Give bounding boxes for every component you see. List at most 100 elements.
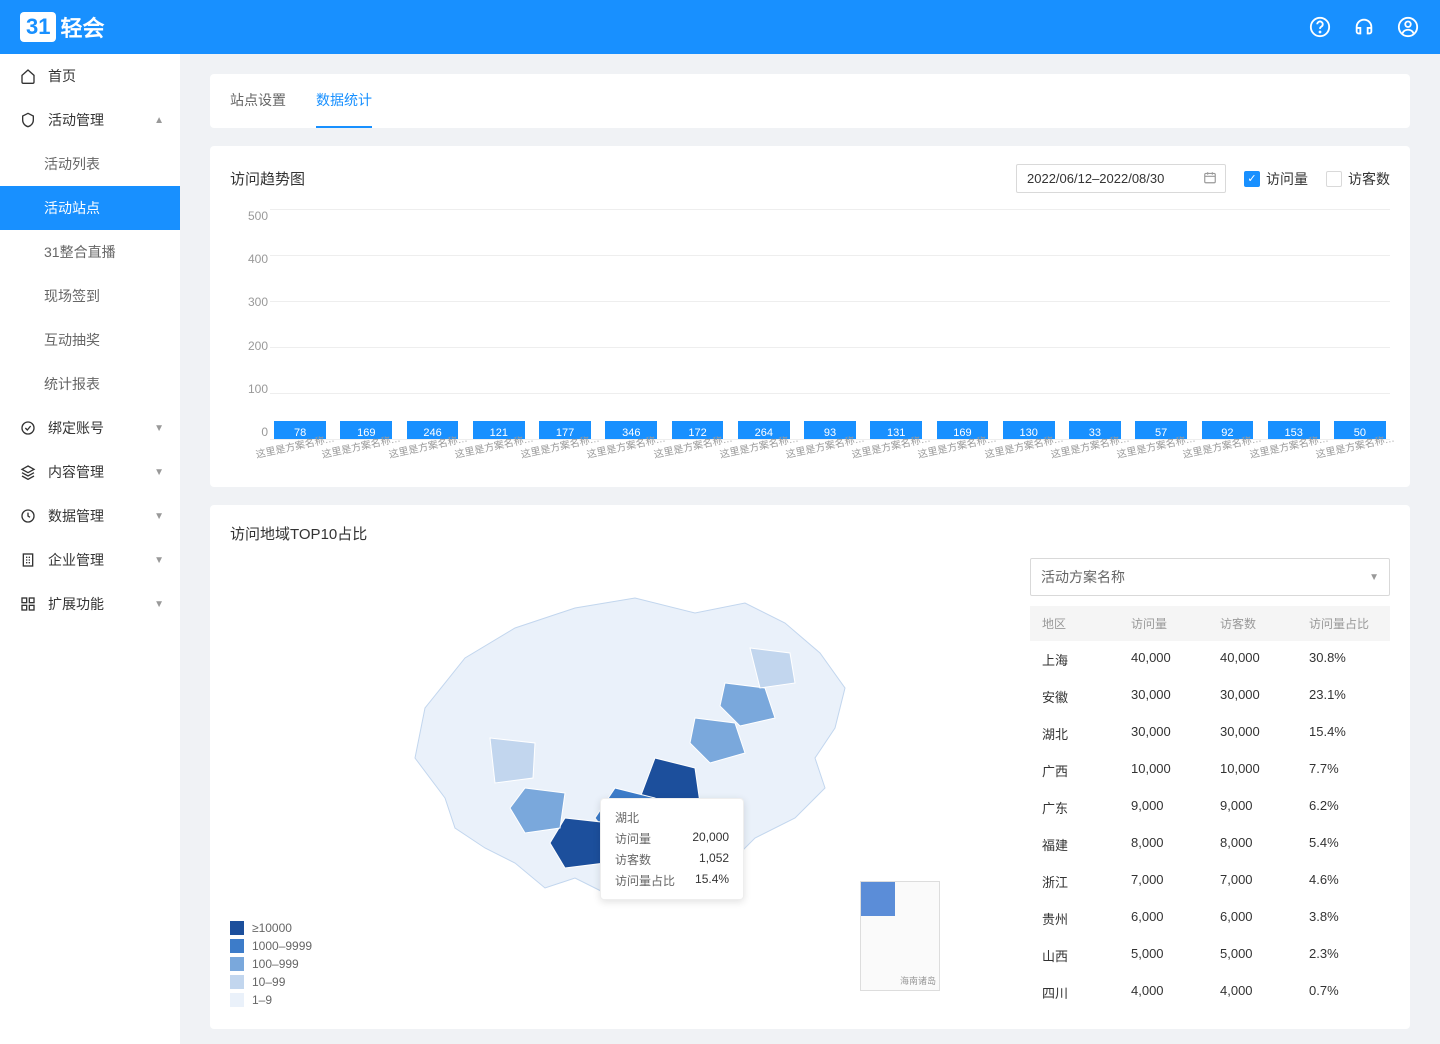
sidebar-item-企业管理[interactable]: 企业管理▼ (0, 538, 180, 582)
table-cell: 安徽 (1030, 678, 1123, 715)
sidebar-item-活动站点[interactable]: 活动站点 (0, 186, 180, 230)
bar[interactable]: 33这里是方案名称… (1065, 421, 1125, 439)
table-row[interactable]: 贵州6,0006,0003.8% (1030, 900, 1390, 937)
table-cell: 30,000 (1212, 678, 1301, 715)
checkbox-visitors-box (1326, 171, 1342, 187)
checkbox-visits[interactable]: ✓ 访问量 (1244, 169, 1308, 189)
bar[interactable]: 130这里是方案名称… (999, 421, 1059, 439)
table-row[interactable]: 四川4,0004,0000.7% (1030, 974, 1390, 1011)
table-cell: 30,000 (1123, 678, 1212, 715)
shield-icon (20, 112, 36, 128)
sidebar-item-互动抽奖[interactable]: 互动抽奖 (0, 318, 180, 362)
table-cell: 5,000 (1212, 937, 1301, 974)
tooltip-value: 15.4% (695, 872, 729, 889)
sidebar-item-绑定账号[interactable]: 绑定账号▼ (0, 406, 180, 450)
bar[interactable]: 346这里是方案名称… (601, 421, 661, 439)
date-range-input[interactable]: 2022/06/12–2022/08/30 (1016, 164, 1226, 193)
inset-label: 海南诸岛 (900, 974, 936, 987)
map-legend: ≥100001000–9999100–99910–991–9 (230, 917, 312, 1011)
table-cell: 7,000 (1212, 863, 1301, 900)
legend-label: 1000–9999 (252, 939, 312, 953)
tab-数据统计[interactable]: 数据统计 (316, 74, 372, 128)
table-cell: 广东 (1030, 789, 1123, 826)
calendar-icon (1203, 170, 1217, 187)
building-icon (20, 552, 36, 568)
table-row[interactable]: 安徽30,00030,00023.1% (1030, 678, 1390, 715)
sidebar-item-数据管理[interactable]: 数据管理▼ (0, 494, 180, 538)
bar[interactable]: 121这里是方案名称… (469, 421, 529, 439)
table-cell: 10,000 (1212, 752, 1301, 789)
y-tick: 100 (230, 382, 268, 396)
table-row[interactable]: 福建8,0008,0005.4% (1030, 826, 1390, 863)
chevron-down-icon: ▼ (154, 555, 164, 566)
clock-icon (20, 508, 36, 524)
sidebar-item-label: 31整合直播 (44, 242, 116, 262)
header-icons (1308, 15, 1420, 39)
y-tick: 0 (230, 425, 268, 439)
table-cell: 10,000 (1123, 752, 1212, 789)
sidebar-item-扩展功能[interactable]: 扩展功能▼ (0, 582, 180, 626)
chevron-down-icon: ▼ (154, 423, 164, 434)
sidebar-item-label: 统计报表 (44, 374, 100, 394)
bar[interactable]: 169这里是方案名称… (336, 421, 396, 439)
tab-站点设置[interactable]: 站点设置 (230, 74, 286, 128)
bar[interactable]: 93这里是方案名称… (800, 421, 860, 439)
table-body: 上海40,00040,00030.8%安徽30,00030,00023.1%湖北… (1030, 641, 1390, 1011)
support-icon[interactable] (1352, 15, 1376, 39)
bar[interactable]: 246这里是方案名称… (402, 421, 462, 439)
tooltip-row: 访客数1,052 (615, 851, 729, 868)
table-row[interactable]: 上海40,00040,00030.8% (1030, 641, 1390, 678)
table-cell: 5,000 (1123, 937, 1212, 974)
tooltip-value: 1,052 (699, 851, 729, 868)
sidebar-item-首页[interactable]: 首页 (0, 54, 180, 98)
tooltip-row: 访问量占比 15.4% (615, 872, 729, 889)
bar[interactable]: 153这里是方案名称… (1264, 421, 1324, 439)
bar[interactable]: 57这里是方案名称… (1131, 421, 1191, 439)
table-cell: 7.7% (1301, 752, 1390, 789)
logo-text: 轻会 (60, 11, 104, 43)
sidebar-item-统计报表[interactable]: 统计报表 (0, 362, 180, 406)
region-title: 访问地域TOP10占比 (230, 523, 1390, 544)
table-row[interactable]: 山西5,0005,0002.3% (1030, 937, 1390, 974)
sidebar-item-label: 首页 (48, 66, 76, 86)
bar[interactable]: 50这里是方案名称… (1330, 421, 1390, 439)
scheme-select[interactable]: 活动方案名称 ▼ (1030, 558, 1390, 596)
bar[interactable]: 264这里是方案名称… (734, 421, 794, 439)
tooltip-label: 访问量占比 (615, 872, 675, 889)
bar[interactable]: 92这里是方案名称… (1197, 421, 1257, 439)
table-row[interactable]: 广东9,0009,0006.2% (1030, 789, 1390, 826)
main-content: 站点设置数据统计 访问趋势图 2022/06/12–2022/08/30 ✓ 访… (180, 54, 1440, 1044)
table-row[interactable]: 湖北30,00030,00015.4% (1030, 715, 1390, 752)
table-row[interactable]: 广西10,00010,0007.7% (1030, 752, 1390, 789)
sidebar-item-活动列表[interactable]: 活动列表 (0, 142, 180, 186)
table-cell: 4,000 (1123, 974, 1212, 1011)
help-icon[interactable] (1308, 15, 1332, 39)
bar[interactable]: 177这里是方案名称… (535, 421, 595, 439)
checkbox-visitors-label: 访客数 (1348, 169, 1390, 189)
table-cell: 5.4% (1301, 826, 1390, 863)
legend-label: ≥10000 (252, 921, 292, 935)
top-header: 31 轻会 (0, 0, 1440, 54)
logo[interactable]: 31 轻会 (20, 11, 105, 43)
tooltip-value: 20,000 (692, 830, 729, 847)
bar[interactable]: 78这里是方案名称… (270, 421, 330, 439)
bar[interactable]: 131这里是方案名称… (866, 421, 926, 439)
checkbox-visits-box: ✓ (1244, 171, 1260, 187)
checkbox-visitors[interactable]: 访客数 (1326, 169, 1390, 189)
bars: 78这里是方案名称… 169这里是方案名称… 246这里是方案名称… 121这里是方案… (270, 209, 1390, 439)
table-row[interactable]: 浙江7,0007,0004.6% (1030, 863, 1390, 900)
legend-label: 1–9 (252, 993, 272, 1007)
sidebar-item-现场签到[interactable]: 现场签到 (0, 274, 180, 318)
sidebar-item-31整合直播[interactable]: 31整合直播 (0, 230, 180, 274)
chevron-down-icon: ▼ (154, 467, 164, 478)
sidebar-item-内容管理[interactable]: 内容管理▼ (0, 450, 180, 494)
user-icon[interactable] (1396, 15, 1420, 39)
sidebar-item-活动管理[interactable]: 活动管理▲ (0, 98, 180, 142)
chevron-down-icon: ▼ (1369, 572, 1379, 583)
bar[interactable]: 172这里是方案名称… (667, 421, 727, 439)
bar[interactable]: 169这里是方案名称… (932, 421, 992, 439)
region-card: 访问地域TOP10占比 (210, 505, 1410, 1029)
chevron-down-icon: ▼ (154, 511, 164, 522)
legend-item: 10–99 (230, 975, 312, 989)
link-icon (20, 420, 36, 436)
